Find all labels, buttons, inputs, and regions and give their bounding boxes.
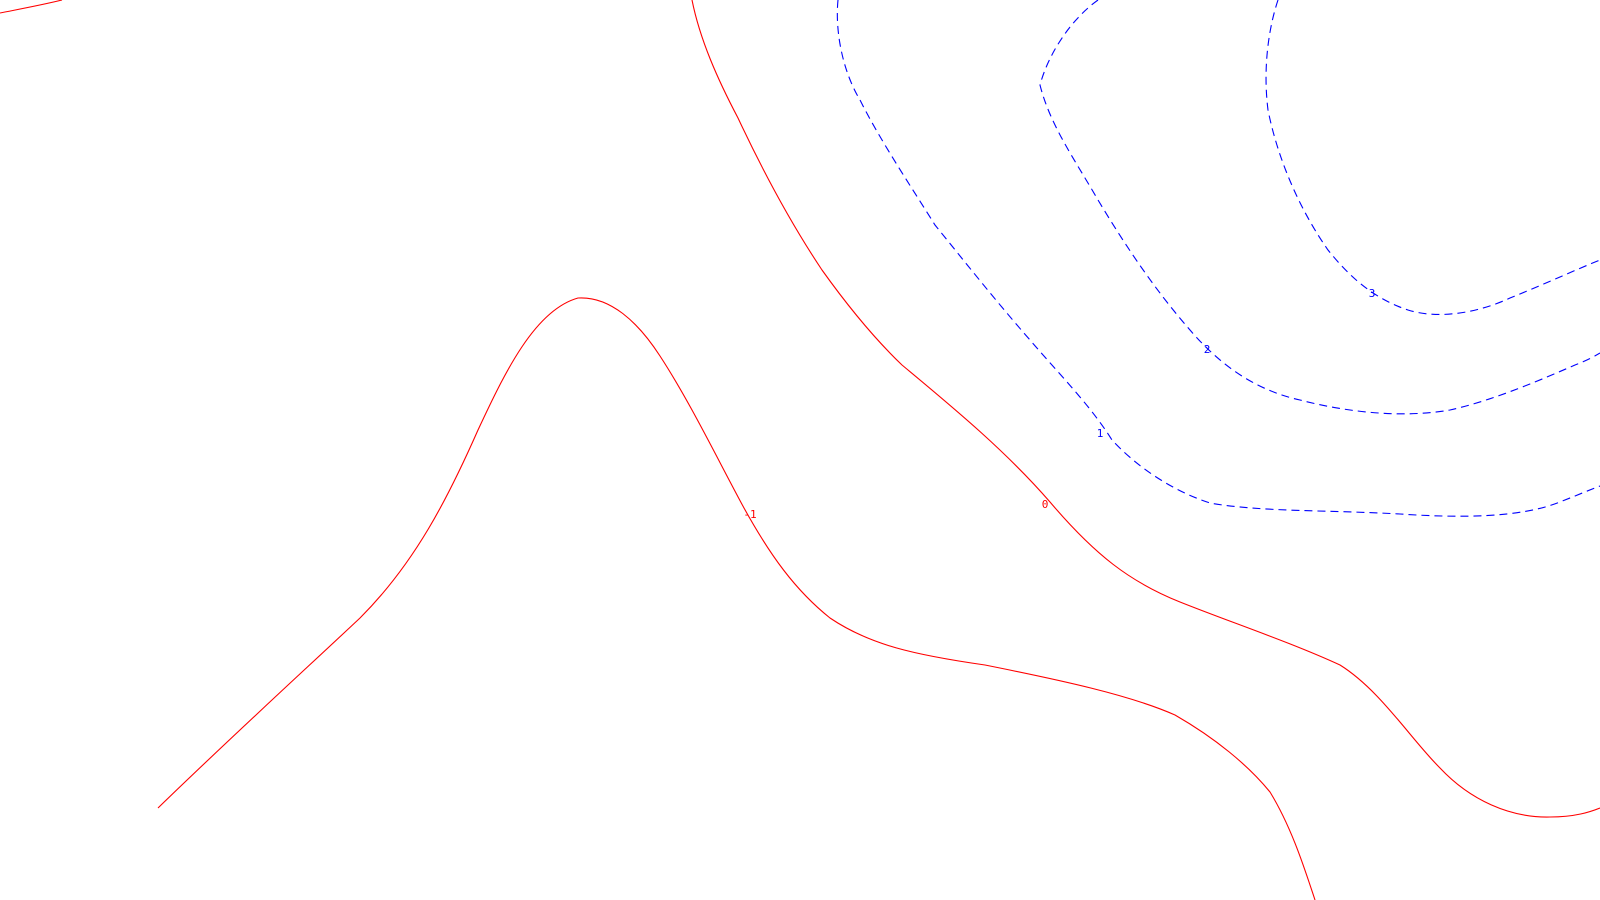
contour-label--1: -1 xyxy=(743,508,756,521)
contour-level-0: 0 xyxy=(691,0,1600,818)
contour-label-0: 0 xyxy=(1042,498,1049,511)
contour-line-level-2 xyxy=(1039,0,1600,415)
contour-line-level--1-top-left xyxy=(0,0,63,14)
contour-label-2: 2 xyxy=(1204,343,1211,356)
contour-line-level-0 xyxy=(691,0,1600,818)
contour-level-1: 1 xyxy=(836,0,1600,517)
contour-level-3: 3 xyxy=(1265,0,1600,315)
contour-line-level-3 xyxy=(1265,0,1600,315)
contour-line-level-1 xyxy=(836,0,1600,517)
contour-label-1: 1 xyxy=(1097,427,1104,440)
contour-level--1: -1 xyxy=(0,0,1316,900)
contour-label-3: 3 xyxy=(1369,287,1376,300)
contour-level-2: 2 xyxy=(1039,0,1600,415)
contour-line-level--1-main xyxy=(157,297,1316,900)
